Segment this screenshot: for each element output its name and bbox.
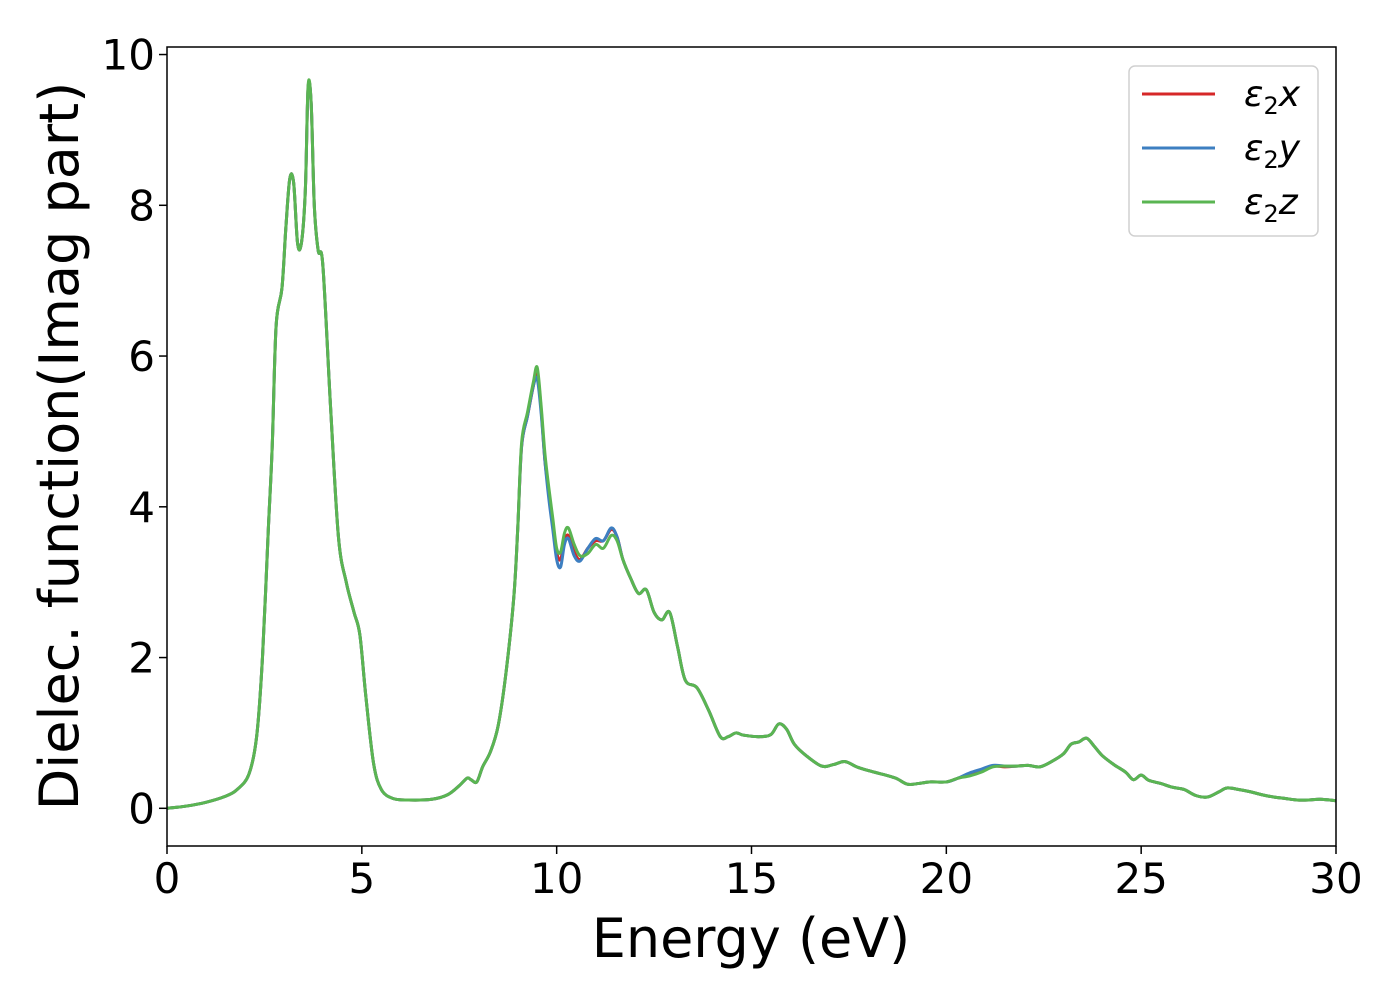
y-tick-label: 6 <box>128 332 155 381</box>
y-axis-ticks: 0 2 4 6 8 10 <box>102 31 167 833</box>
y-tick-label: 10 <box>102 31 155 80</box>
x-tick-label: 10 <box>530 854 583 903</box>
legend-label: ε2x <box>1244 74 1301 120</box>
legend-label: ε2z <box>1244 182 1299 228</box>
x-axis-ticks: 0 5 10 15 20 25 30 <box>154 846 1363 903</box>
series-layer <box>166 78 1337 810</box>
y-tick-label: 4 <box>128 483 155 532</box>
legend-box <box>1128 65 1319 237</box>
y-tick-label: 2 <box>128 634 155 683</box>
series-line-z <box>166 78 1337 810</box>
x-tick-label: 5 <box>348 854 375 903</box>
legend-label: ε2y <box>1244 128 1301 174</box>
y-tick-label: 8 <box>128 181 155 230</box>
legend: ε2x ε2y ε2z <box>1128 65 1319 237</box>
x-tick-label: 30 <box>1309 854 1362 903</box>
x-tick-label: 15 <box>725 854 778 903</box>
y-tick-label: 0 <box>128 784 155 833</box>
y-axis-label: Dielec. function(Imag part) <box>28 82 91 811</box>
x-tick-label: 25 <box>1114 854 1167 903</box>
x-tick-label: 0 <box>154 854 181 903</box>
x-axis-label: Energy (eV) <box>592 907 911 970</box>
x-tick-label: 20 <box>920 854 973 903</box>
